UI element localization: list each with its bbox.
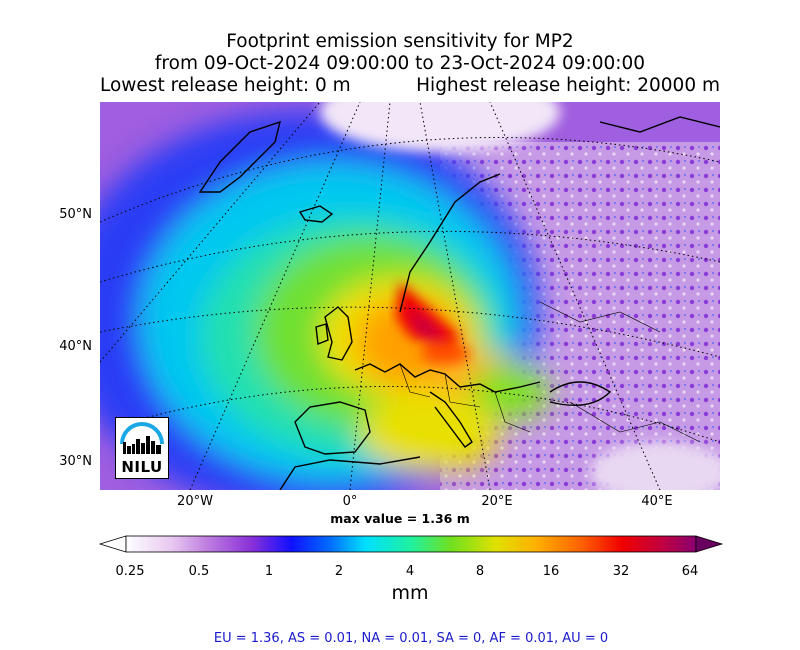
- lon-label-20w: 20°W: [177, 494, 213, 509]
- meridian-20w: [189, 102, 361, 490]
- coast-europe: [354, 363, 541, 393]
- field-arctic: [320, 102, 560, 152]
- border-1: [399, 363, 431, 398]
- colorbar-tick-0.25: 0.25: [115, 564, 145, 579]
- colorbar-tick-4: 4: [405, 564, 415, 579]
- field-red-tail: [420, 344, 470, 364]
- nilu-logo: NILU: [115, 417, 169, 479]
- region-summary: EU = 1.36, AS = 0.01, NA = 0.01, SA = 0,…: [213, 631, 609, 646]
- coast-africa: [279, 456, 421, 490]
- field-red-core: [396, 282, 460, 352]
- lon-label-20e: 20°E: [481, 494, 513, 509]
- coast-italy: [429, 391, 473, 448]
- colorbar-tick-64: 64: [681, 564, 699, 579]
- colorbar-tick-2: 2: [334, 564, 344, 579]
- coast-iceland: [298, 205, 334, 223]
- colorbar-tick-0.5: 0.5: [188, 564, 210, 579]
- footprint-map: [100, 102, 720, 490]
- lon-label-40e: 40°E: [641, 494, 673, 509]
- meridian-20e: [419, 102, 491, 490]
- title-line-2: from 09-Oct-2024 09:00:00 to 23-Oct-2024…: [154, 53, 646, 74]
- field-green-east: [470, 364, 550, 420]
- lat-label-50n: 50°N: [59, 207, 92, 222]
- colorbar-tick-32: 32: [612, 564, 630, 579]
- logo-skyline-icon: [120, 422, 164, 454]
- colorbar-unit: mm: [391, 582, 429, 604]
- meridian-60w: [100, 102, 321, 363]
- coast-britain: [324, 306, 353, 361]
- border-3: [494, 391, 531, 433]
- parallel-60n: [100, 137, 720, 223]
- coast-iberia: [294, 401, 371, 455]
- lat-label-30n: 30°N: [59, 454, 92, 469]
- coast-black-sea: [549, 381, 612, 407]
- field-yellow-south: [360, 392, 500, 472]
- border-4: [539, 301, 661, 333]
- field-southeast-pale: [590, 442, 720, 490]
- meridian-40e: [489, 102, 661, 490]
- max-value: max value = 1.36 m: [330, 511, 470, 526]
- coast-ireland: [315, 323, 329, 345]
- title-line-3: Lowest release height: 0 m Highest relea…: [100, 75, 720, 97]
- lowest-release-height: Lowest release height: 0 m: [100, 75, 351, 96]
- field-crimson: [408, 307, 446, 340]
- colorbar-bar: [125, 535, 697, 553]
- border-2: [444, 373, 481, 408]
- coast-russia-north: [599, 116, 720, 133]
- colorbar-tick-16: 16: [542, 564, 560, 579]
- lat-label-40n: 40°N: [59, 339, 92, 354]
- title-line-1: Footprint emission sensitivity for MP2: [226, 31, 574, 52]
- parallel-50n: [100, 230, 720, 283]
- colorbar-tick-8: 8: [475, 564, 485, 579]
- border-5: [569, 401, 701, 443]
- colorbar: [98, 535, 724, 553]
- parallel-40n: [100, 306, 720, 358]
- colorbar-low-extend: [98, 535, 127, 553]
- colorbar-tick-1: 1: [264, 564, 274, 579]
- logo-text: NILU: [121, 458, 163, 476]
- coast-greenland: [198, 120, 281, 193]
- coast-norway: [399, 173, 501, 313]
- meridian-0: [349, 102, 391, 490]
- lon-label-0: 0°: [342, 494, 358, 509]
- colorbar-high-extend: [695, 535, 724, 553]
- highest-release-height: Highest release height: 20000 m: [416, 75, 720, 96]
